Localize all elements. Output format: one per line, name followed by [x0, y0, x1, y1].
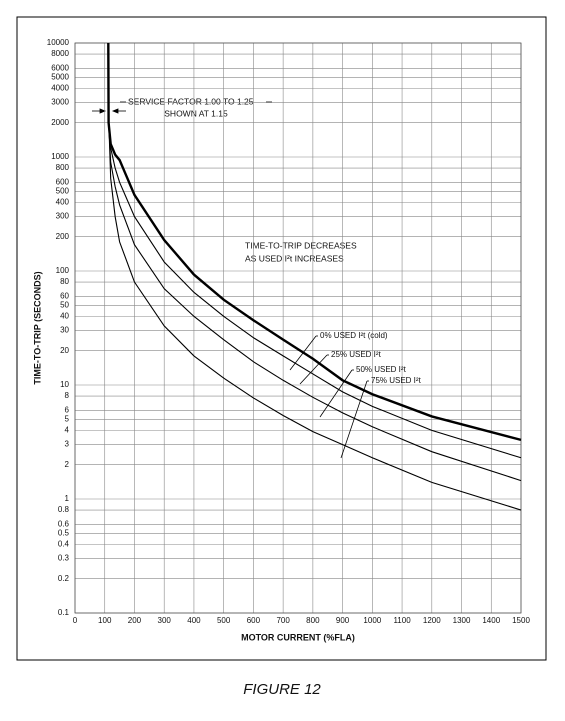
y-tick-label: 8000: [51, 49, 69, 58]
x-tick-label: 100: [98, 616, 112, 625]
series-label: 75% USED I²t: [371, 376, 422, 385]
x-axis-title: MOTOR CURRENT (%FLA): [241, 632, 355, 642]
y-tick-label: 3000: [51, 98, 69, 107]
series-label: 25% USED I²t: [331, 350, 382, 359]
y-tick-label: 20: [60, 346, 69, 355]
x-tick-label: 500: [217, 616, 231, 625]
y-tick-label: 60: [60, 291, 69, 300]
y-tick-label: 800: [56, 163, 70, 172]
y-tick-label: 1000: [51, 152, 69, 161]
y-tick-label: 4000: [51, 83, 69, 92]
y-tick-label: 200: [56, 232, 70, 241]
series-label: 50% USED I²t: [356, 365, 407, 374]
series-line: [108, 122, 522, 459]
x-tick-label: 700: [276, 616, 290, 625]
y-tick-label: 10000: [47, 38, 70, 47]
y-axis-title: TIME-TO-TRIP (SECONDS): [32, 271, 42, 384]
y-tick-label: 2000: [51, 118, 69, 127]
x-tick-label: 300: [158, 616, 172, 625]
y-tick-label: 5: [65, 414, 70, 423]
frame: [16, 16, 547, 661]
annotation: SHOWN AT 1.15: [164, 108, 228, 118]
y-tick-label: 40: [60, 311, 69, 320]
x-tick-label: 800: [306, 616, 320, 625]
y-tick-label: 0.1: [58, 608, 70, 617]
y-tick-label: 3: [65, 440, 70, 449]
x-tick-label: 1300: [453, 616, 471, 625]
y-tick-label: 0.2: [58, 574, 70, 583]
annotation: AS USED I²t INCREASES: [245, 253, 344, 263]
plot-border: [74, 42, 522, 614]
y-tick-label: 300: [56, 212, 70, 221]
series-line: [108, 133, 522, 511]
y-tick-label: 1: [65, 494, 70, 503]
y-tick-label: 10: [60, 380, 69, 389]
x-tick-label: 1400: [482, 616, 500, 625]
x-tick-label: 1000: [363, 616, 381, 625]
series-label: 0% USED I²t (cold): [320, 331, 388, 340]
y-tick-label: 80: [60, 277, 69, 286]
caption: FIGURE 12: [243, 681, 321, 698]
y-tick-label: 30: [60, 326, 69, 335]
y-tick-label: 0.3: [58, 554, 70, 563]
y-tick-label: 500: [56, 186, 70, 195]
x-tick-label: 1500: [512, 616, 530, 625]
y-tick-label: 6000: [51, 63, 69, 72]
x-tick-label: 1100: [393, 616, 411, 625]
annotation: TIME-TO-TRIP DECREASES: [245, 240, 357, 250]
x-tick-label: 0: [73, 616, 78, 625]
y-tick-label: 100: [56, 266, 70, 275]
y-tick-label: 400: [56, 197, 70, 206]
y-tick-label: 600: [56, 177, 70, 186]
y-tick-label: 4: [65, 425, 70, 434]
y-tick-label: 6: [65, 405, 70, 414]
y-tick-label: 2: [65, 460, 70, 469]
label-leader: [319, 369, 353, 418]
label-leader: [299, 354, 328, 385]
y-tick-label: 0.4: [58, 539, 70, 548]
y-tick-label: 0.5: [58, 528, 70, 537]
label-leader: [340, 380, 368, 459]
x-tick-label: 200: [128, 616, 142, 625]
annotation-arrows: [92, 101, 272, 114]
y-tick-label: 5000: [51, 72, 69, 81]
label-leader: [289, 335, 317, 371]
y-tick-label: 8: [65, 391, 70, 400]
series-line: [107, 42, 522, 442]
y-tick-label: 0.6: [58, 519, 70, 528]
x-tick-label: 1200: [423, 616, 441, 625]
y-tick-label: 50: [60, 300, 69, 309]
annotation: SERVICE FACTOR 1.00 TO 1.25: [128, 96, 254, 106]
x-tick-label: 400: [187, 616, 201, 625]
series-line: [108, 127, 522, 482]
x-tick-label: 600: [247, 616, 261, 625]
y-tick-label: 0.8: [58, 505, 70, 514]
x-tick-label: 900: [336, 616, 350, 625]
